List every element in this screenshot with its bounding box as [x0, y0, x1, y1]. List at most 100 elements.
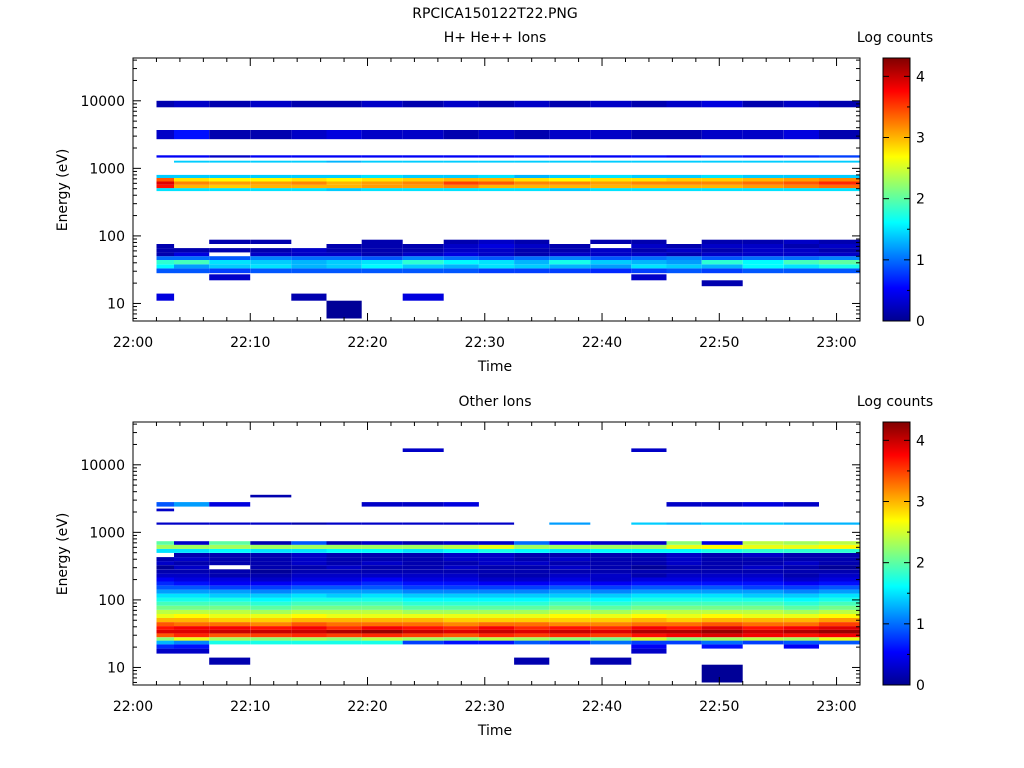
heatmap-cell: [478, 553, 515, 558]
heatmap-cell: [209, 268, 251, 274]
heatmap-cell: [326, 577, 362, 582]
heatmap-cell: [443, 252, 479, 257]
heatmap-cell: [174, 155, 210, 158]
heatmap-cell: [783, 239, 819, 244]
heatmap-cell: [326, 622, 362, 627]
x-tick-label: 22:50: [699, 699, 739, 715]
heatmap-cell: [478, 637, 515, 641]
heatmap-cell: [250, 581, 292, 586]
heatmap-cell: [478, 188, 515, 192]
heatmap-cell: [478, 244, 515, 249]
heatmap-cell: [443, 640, 479, 645]
heatmap-cell: [291, 130, 327, 140]
heatmap-cell: [631, 633, 667, 638]
heatmap-cell: [443, 618, 479, 623]
heatmap-cell: [156, 577, 175, 582]
heatmap-cell: [361, 613, 403, 618]
figure-title: RPCICA150122T22.PNG: [412, 6, 577, 22]
heatmap-cell: [402, 160, 444, 163]
heatmap-cell: [819, 640, 860, 645]
heatmap-cell: [666, 244, 702, 249]
heatmap-cell: [478, 239, 515, 244]
heatmap-cell: [478, 174, 515, 178]
heatmap-cell: [631, 188, 667, 192]
heatmap-cell: [549, 589, 591, 594]
heatmap-cell: [666, 502, 702, 507]
heatmap-cell: [742, 522, 784, 525]
heatmap-cell: [701, 155, 743, 158]
heatmap-cell: [478, 633, 515, 638]
heatmap-cell: [742, 188, 784, 192]
heatmap-cell: [209, 178, 251, 182]
heatmap-cell: [549, 256, 591, 260]
heatmap-cell: [514, 618, 550, 623]
heatmap-cell: [783, 184, 819, 189]
heatmap-cell: [666, 597, 702, 602]
heatmap-cell: [174, 248, 210, 253]
heatmap-cell: [402, 585, 444, 590]
heatmap-cell: [443, 544, 479, 549]
heatmap-cell: [631, 593, 667, 598]
heatmap-cell: [402, 633, 444, 638]
heatmap-cell: [478, 618, 515, 623]
heatmap-cell: [291, 264, 327, 269]
heatmap-cell: [250, 589, 292, 594]
heatmap-cell: [250, 252, 292, 257]
heatmap-cell: [478, 256, 515, 260]
heatmap-cell: [819, 565, 860, 570]
heatmap-cell: [174, 565, 210, 570]
heatmap-cell: [549, 188, 591, 192]
heatmap-cell: [326, 581, 362, 586]
heatmap-cell: [666, 589, 702, 594]
heatmap-cell: [631, 155, 667, 158]
heatmap-cell: [156, 581, 175, 586]
heatmap-cell: [549, 640, 591, 645]
heatmap-cell: [361, 522, 403, 525]
heatmap-cell: [631, 644, 667, 649]
heatmap-cell: [291, 581, 327, 586]
heatmap-cell: [666, 585, 702, 590]
heatmap-cell: [666, 640, 702, 645]
heatmap-cell: [209, 557, 251, 562]
heatmap-cell: [361, 629, 403, 634]
heatmap-cell: [156, 585, 175, 590]
heatmap-cell: [291, 184, 327, 189]
heatmap-cell: [590, 637, 632, 641]
heatmap-cell: [666, 100, 702, 108]
heatmap-cell: [742, 248, 784, 253]
heatmap-cell: [701, 280, 743, 287]
heatmap-cell: [361, 640, 403, 645]
heatmap-cell: [701, 593, 743, 598]
heatmap-cell: [701, 644, 743, 649]
heatmap-cell: [291, 569, 327, 574]
heatmap-cell: [361, 597, 403, 602]
heatmap-cell: [819, 248, 860, 253]
heatmap-cell: [250, 597, 292, 602]
heatmap-cell: [326, 178, 362, 182]
heatmap-cell: [701, 664, 743, 683]
heatmap-cell: [701, 522, 743, 525]
x-tick-label: 22:00: [113, 699, 153, 715]
heatmap-cell: [514, 239, 550, 244]
heatmap-cell: [326, 544, 362, 549]
heatmap-cell: [402, 541, 444, 545]
heatmap-cell: [742, 553, 784, 558]
heatmap-cell: [701, 622, 743, 627]
heatmap-cell: [291, 174, 327, 178]
heatmap-cell: [514, 657, 550, 665]
heatmap-cell: [209, 548, 251, 553]
heatmap-cell: [666, 577, 702, 582]
heatmap-cell: [549, 130, 591, 140]
heatmap-cell: [701, 100, 743, 108]
heatmap-cell: [514, 188, 550, 192]
heatmap-cell: [514, 256, 550, 260]
heatmap-cell: [514, 569, 550, 574]
x-tick-label: 22:40: [582, 699, 622, 715]
heatmap-cell: [209, 256, 251, 260]
heatmap-cell: [701, 502, 743, 507]
heatmap-cell: [666, 557, 702, 562]
heatmap-cell: [819, 626, 860, 630]
heatmap-cell: [514, 557, 550, 562]
heatmap-cell: [783, 160, 819, 163]
heatmap-cell: [590, 585, 632, 590]
